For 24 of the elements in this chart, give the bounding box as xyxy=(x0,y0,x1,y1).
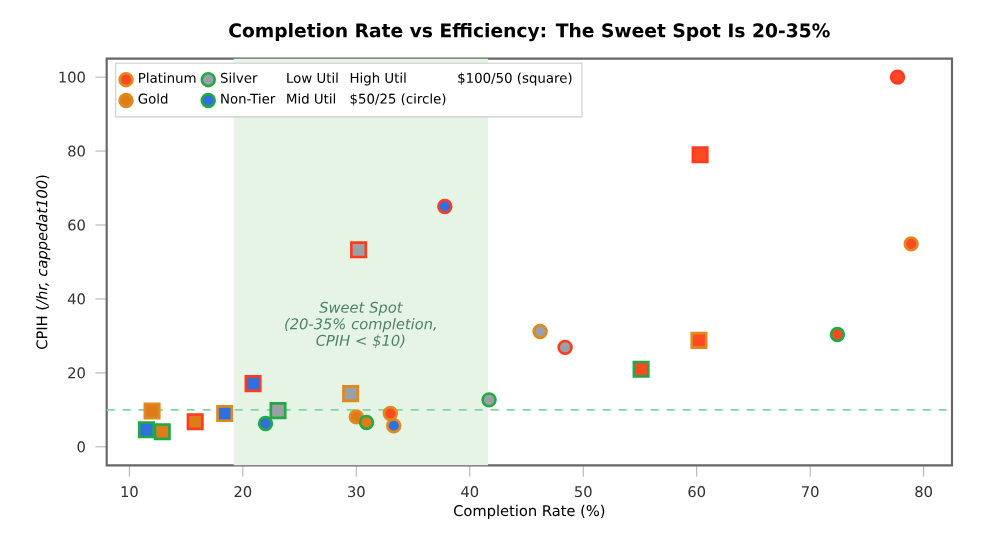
point xyxy=(269,402,287,420)
point xyxy=(690,331,708,349)
point xyxy=(186,413,204,431)
point xyxy=(437,198,453,215)
point xyxy=(382,405,399,422)
point xyxy=(532,323,548,340)
point xyxy=(342,385,360,403)
point xyxy=(244,375,262,393)
point xyxy=(386,418,402,434)
point xyxy=(153,423,171,441)
chart-title: Completion Rate vs Efficiency: The Sweet Spot Is 20-35% xyxy=(229,23,830,42)
point xyxy=(137,421,155,439)
point xyxy=(358,414,375,431)
point xyxy=(350,241,368,259)
point xyxy=(889,69,906,85)
point xyxy=(632,360,650,378)
point xyxy=(691,146,709,164)
point xyxy=(481,392,497,408)
point xyxy=(257,415,274,432)
point xyxy=(143,402,161,420)
point xyxy=(216,405,234,423)
point xyxy=(903,236,919,252)
point xyxy=(557,339,573,356)
point xyxy=(829,326,846,343)
